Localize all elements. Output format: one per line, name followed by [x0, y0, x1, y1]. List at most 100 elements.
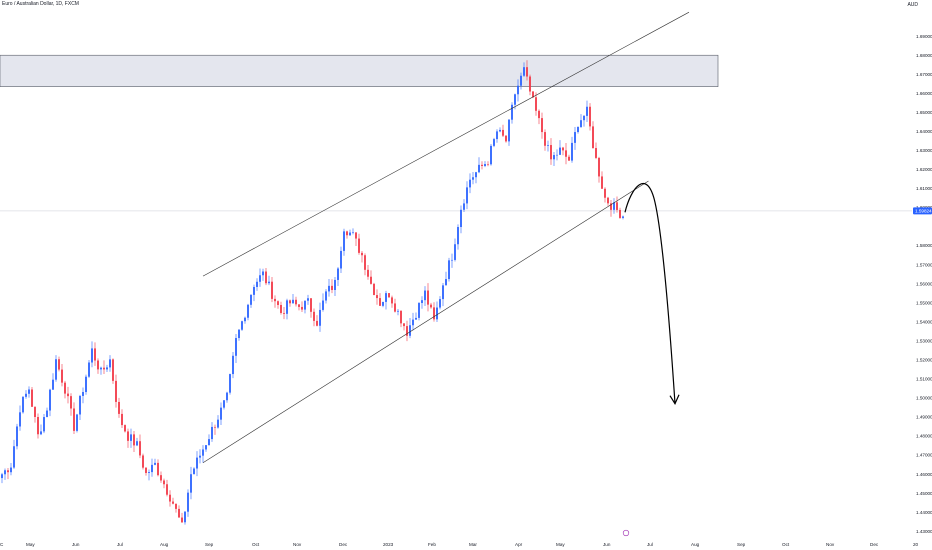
candle-body — [37, 416, 39, 435]
channel-upper-line — [202, 11, 690, 277]
candle-body — [208, 439, 210, 446]
candle-body — [52, 379, 54, 390]
candle-body — [121, 413, 123, 426]
candle-body — [289, 300, 291, 304]
time-tick-label: Aug — [691, 542, 700, 547]
candle-body — [139, 441, 141, 456]
price-axis[interactable]: 1.69000 1.68000 1.67000 1.66000 1.65000 1.640… — [916, 34, 932, 534]
candle-body — [178, 508, 180, 518]
time-tick-label: Jun — [72, 542, 80, 547]
price-tick-label: 1.52000 — [916, 358, 932, 363]
candle-body — [172, 501, 174, 504]
last-price-tag-label: 1.59824 — [915, 209, 932, 214]
candle-body — [352, 232, 354, 233]
candle-body — [379, 298, 381, 306]
candle-body — [589, 106, 591, 127]
candle-body — [367, 269, 369, 277]
time-tick-label: Jul — [117, 542, 123, 547]
candle-body — [433, 307, 435, 320]
candle-body — [448, 260, 450, 280]
candle-body — [430, 304, 432, 308]
candle-body — [142, 455, 144, 468]
candle-body — [307, 298, 309, 301]
time-tick-label: May — [26, 542, 35, 547]
candle-body — [508, 119, 510, 142]
candle-body — [262, 271, 264, 276]
candle-body — [613, 202, 615, 210]
candle-body — [466, 187, 468, 204]
candle-body — [559, 147, 561, 155]
candle-body — [391, 297, 393, 304]
event-marker[interactable] — [622, 529, 630, 537]
candle-body — [520, 75, 522, 86]
resistance-zone — [0, 54, 719, 87]
channel-lines-layer — [202, 11, 690, 463]
time-tick-label: May — [556, 542, 565, 547]
candle-body — [418, 303, 420, 318]
candle-body — [424, 290, 426, 301]
candle-body — [190, 474, 192, 493]
time-axis[interactable]: C May Jun Jul Aug Sep Oct Nov Dec 2023 Feb Mar Apr Ma… — [0, 542, 919, 547]
candle-body — [40, 431, 42, 435]
candle-body — [211, 426, 213, 440]
resistance-zone-layer — [0, 54, 719, 87]
candle-body — [268, 281, 270, 284]
candle-body — [238, 329, 240, 339]
candle-body — [460, 209, 462, 228]
candle-body — [271, 281, 273, 299]
candle-body — [370, 276, 372, 284]
price-tick-label: 1.66000 — [916, 91, 932, 96]
time-tick-label: Jul — [647, 542, 653, 547]
candle-body — [436, 307, 438, 320]
candle-body — [361, 252, 363, 256]
candle-body — [388, 293, 390, 298]
candle-body — [259, 275, 261, 282]
candle-body — [364, 255, 366, 270]
price-tick-label: 1.55000 — [916, 300, 932, 305]
candle-body — [193, 468, 195, 475]
price-tick-label: 1.45000 — [916, 491, 932, 496]
time-tick-label: 2023 — [383, 542, 394, 547]
candle-body — [511, 104, 513, 120]
candle-body — [487, 164, 489, 165]
candle-body — [286, 300, 288, 314]
candle-body — [79, 395, 81, 415]
candle-body — [94, 348, 96, 361]
candle-body — [247, 304, 249, 318]
candle-body — [10, 467, 12, 473]
price-tick-label: 1.69000 — [916, 34, 932, 39]
candle-body — [55, 359, 57, 380]
candle-body — [43, 417, 45, 432]
candle-body — [373, 283, 375, 296]
candle-body — [532, 91, 534, 98]
candle-body — [496, 131, 498, 140]
candle-body — [70, 396, 72, 409]
candle-body — [67, 393, 69, 397]
candle-body — [295, 299, 297, 305]
candle-body — [472, 177, 474, 180]
candle-body — [91, 348, 93, 363]
candle-body — [592, 126, 594, 149]
candle-body — [136, 441, 138, 446]
candle-body — [577, 126, 579, 133]
candle-body — [244, 317, 246, 322]
candle-body — [118, 401, 120, 414]
price-tick-label: 1.54000 — [916, 319, 932, 324]
price-tick-label: 1.47000 — [916, 453, 932, 458]
candle-body — [292, 299, 294, 304]
candle-body — [274, 298, 276, 302]
event-marker-circle — [622, 529, 630, 537]
candle-body — [412, 319, 414, 326]
time-tick-label: 20 — [913, 542, 919, 547]
candle-body — [319, 309, 321, 326]
candle-body — [349, 232, 351, 236]
time-tick-label: Nov — [826, 542, 835, 547]
candle-body — [376, 295, 378, 299]
candle-body — [517, 85, 519, 95]
candle-body — [115, 380, 117, 402]
candle-body — [439, 299, 441, 308]
channel-lower-line — [202, 180, 649, 463]
price-tick-label: 1.64000 — [916, 129, 932, 134]
price-tick-label: 1.46000 — [916, 472, 932, 477]
